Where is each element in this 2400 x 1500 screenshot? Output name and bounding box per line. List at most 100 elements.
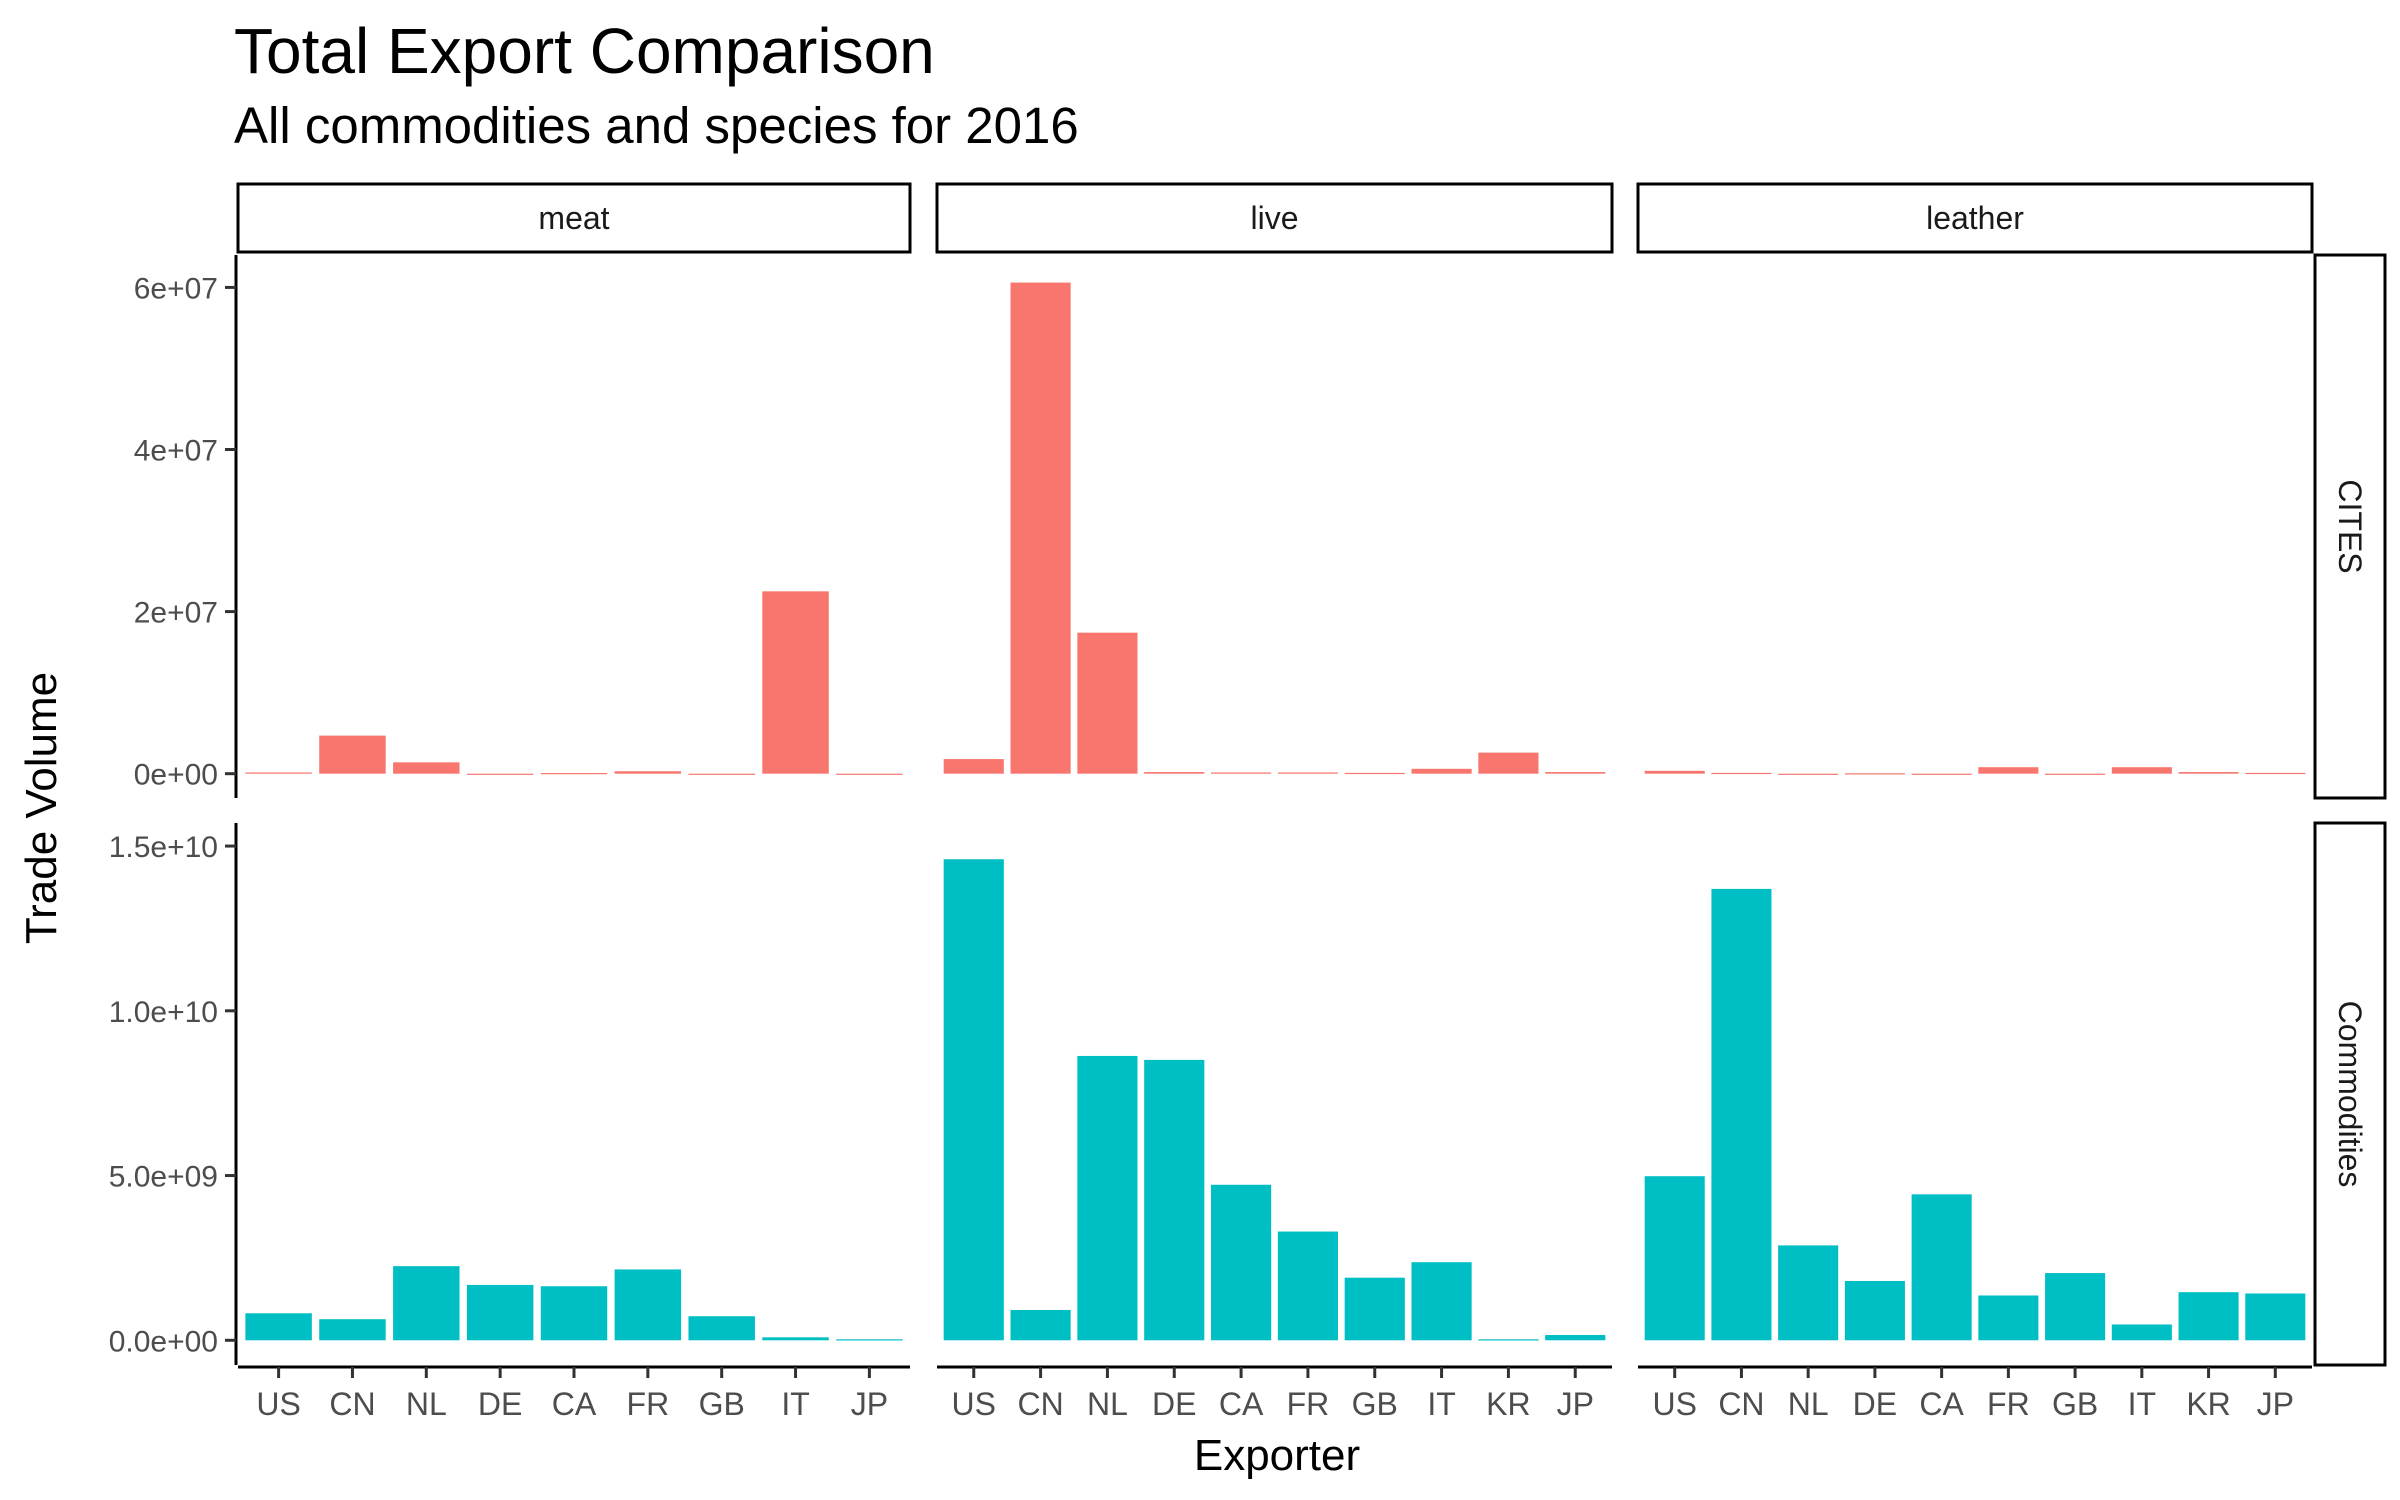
bar-live-commodities-fr xyxy=(1277,1231,1338,1341)
bar-live-cites-nl xyxy=(1077,632,1138,774)
x-tick-label: KR xyxy=(1486,1386,1530,1422)
bar-meat-commodities-cn xyxy=(319,1319,386,1341)
bar-leather-commodities-jp xyxy=(2245,1293,2306,1341)
bar-leather-commodities-cn xyxy=(1711,888,1772,1341)
bar-live-cites-us xyxy=(943,759,1004,774)
bar-leather-cites-gb xyxy=(2045,773,2106,775)
bar-leather-cites-nl xyxy=(1778,773,1839,775)
x-tick-label: DE xyxy=(1853,1386,1897,1422)
x-tick-label: DE xyxy=(478,1386,522,1422)
x-tick-label: IT xyxy=(2128,1386,2156,1422)
bar-leather-commodities-kr xyxy=(2178,1292,2239,1341)
x-tick-label: GB xyxy=(1352,1386,1398,1422)
y-tick-label: 1.5e+10 xyxy=(109,831,218,864)
y-tick-label: 5.0e+09 xyxy=(109,1161,218,1194)
bar-leather-cites-kr xyxy=(2178,772,2239,774)
y-tick-label: 2e+07 xyxy=(134,597,218,630)
y-tick-label: 4e+07 xyxy=(134,435,218,468)
panel-live-cites xyxy=(943,282,1606,775)
y-axis-label: Trade Volume xyxy=(17,672,66,944)
bar-live-cites-fr xyxy=(1277,772,1338,774)
bar-leather-commodities-nl xyxy=(1778,1245,1839,1341)
bar-meat-commodities-jp xyxy=(836,1339,903,1341)
facet-strip-commodities xyxy=(2313,821,2387,1367)
y-tick-label: 1.0e+10 xyxy=(109,996,218,1029)
facet-strip-live xyxy=(935,182,1614,254)
x-tick-label: CA xyxy=(1919,1386,1964,1422)
bar-leather-commodities-us xyxy=(1644,1176,1705,1341)
bar-live-cites-de xyxy=(1144,772,1205,774)
x-tick-label: FR xyxy=(627,1386,670,1422)
axes: 0e+00 2e+07 4e+07 6e+07 0.0e+00 5.0e+09 1.0e+1… xyxy=(109,255,2312,1422)
facet-label-commodities: Commodities xyxy=(2332,1001,2368,1188)
bar-leather-commodities-gb xyxy=(2045,1273,2106,1341)
bar-live-cites-ca xyxy=(1211,772,1272,774)
bar-leather-cites-fr xyxy=(1978,767,2039,774)
bar-live-commodities-cn xyxy=(1010,1309,1071,1341)
bar-meat-cites-nl xyxy=(393,762,460,774)
bar-leather-commodities-de xyxy=(1844,1280,1905,1341)
bar-live-cites-cn xyxy=(1010,282,1071,774)
bar-meat-commodities-de xyxy=(466,1284,534,1341)
bar-meat-commodities-it xyxy=(762,1337,829,1341)
x-tick-label: FR xyxy=(1987,1386,2030,1422)
panel-meat-cites xyxy=(245,591,903,775)
y-tick-label: 6e+07 xyxy=(134,272,218,305)
x-tick-label: NL xyxy=(1087,1386,1128,1422)
panel-leather-cites xyxy=(1644,767,2306,775)
facet-strip-meat xyxy=(236,182,912,254)
x-tick-label: JP xyxy=(1557,1386,1594,1422)
bar-meat-cites-it xyxy=(762,591,829,774)
bar-meat-cites-ca xyxy=(540,773,608,775)
x-axis-label: Exporter xyxy=(1194,1431,1360,1480)
bar-leather-cites-de xyxy=(1844,773,1905,775)
facet-label-live: live xyxy=(1250,200,1298,236)
x-tick-label: GB xyxy=(2052,1386,2098,1422)
bar-leather-cites-cn xyxy=(1711,772,1772,775)
bar-live-commodities-gb xyxy=(1344,1277,1405,1341)
x-tick-label: CN xyxy=(329,1386,375,1422)
bar-leather-commodities-ca xyxy=(1911,1194,1972,1341)
chart-subtitle: All commodities and species for 2016 xyxy=(234,97,1079,154)
bar-live-commodities-nl xyxy=(1077,1055,1138,1341)
x-tick-label: IT xyxy=(781,1386,809,1422)
x-tick-label: FR xyxy=(1287,1386,1330,1422)
x-tick-label: US xyxy=(952,1386,996,1422)
bar-live-cites-gb xyxy=(1344,772,1405,775)
bar-meat-commodities-us xyxy=(245,1313,312,1341)
bar-live-cites-kr xyxy=(1478,752,1539,774)
x-tick-label: DE xyxy=(1152,1386,1196,1422)
y-tick-label: 0.0e+00 xyxy=(109,1325,218,1358)
bar-meat-commodities-gb xyxy=(688,1316,755,1341)
bar-meat-cites-fr xyxy=(614,771,682,774)
x-tick-label: NL xyxy=(1788,1386,1829,1422)
bar-live-commodities-it xyxy=(1411,1262,1472,1341)
bar-leather-commodities-it xyxy=(2111,1324,2172,1341)
bar-live-commodities-kr xyxy=(1478,1339,1539,1341)
bar-leather-commodities-fr xyxy=(1978,1295,2039,1341)
panel-leather-commodities xyxy=(1644,888,2306,1341)
x-tick-label: CA xyxy=(1219,1386,1264,1422)
facet-label-leather: leather xyxy=(1926,200,2024,236)
x-tick-label: US xyxy=(256,1386,300,1422)
bar-meat-commodities-ca xyxy=(540,1286,608,1341)
bar-meat-commodities-fr xyxy=(614,1269,682,1341)
facet-panels xyxy=(245,282,2306,1341)
facet-strip-cites xyxy=(2313,253,2387,800)
x-tick-label: IT xyxy=(1427,1386,1455,1422)
bar-meat-commodities-nl xyxy=(393,1266,460,1341)
bar-live-cites-jp xyxy=(1545,772,1606,774)
bar-meat-cites-us xyxy=(245,772,312,774)
bar-live-commodities-de xyxy=(1144,1059,1205,1341)
x-tick-label: KR xyxy=(2186,1386,2230,1422)
x-tick-label: CN xyxy=(1718,1386,1764,1422)
x-tick-label: GB xyxy=(699,1386,745,1422)
facet-label-cites: CITES xyxy=(2332,479,2368,573)
bar-leather-cites-jp xyxy=(2245,772,2306,775)
chart-title: Total Export Comparison xyxy=(234,15,935,87)
x-tick-label: JP xyxy=(2257,1386,2294,1422)
bar-meat-cites-de xyxy=(466,773,534,775)
bar-meat-cites-gb xyxy=(688,773,755,775)
facet-strip-leather xyxy=(1636,182,2314,254)
